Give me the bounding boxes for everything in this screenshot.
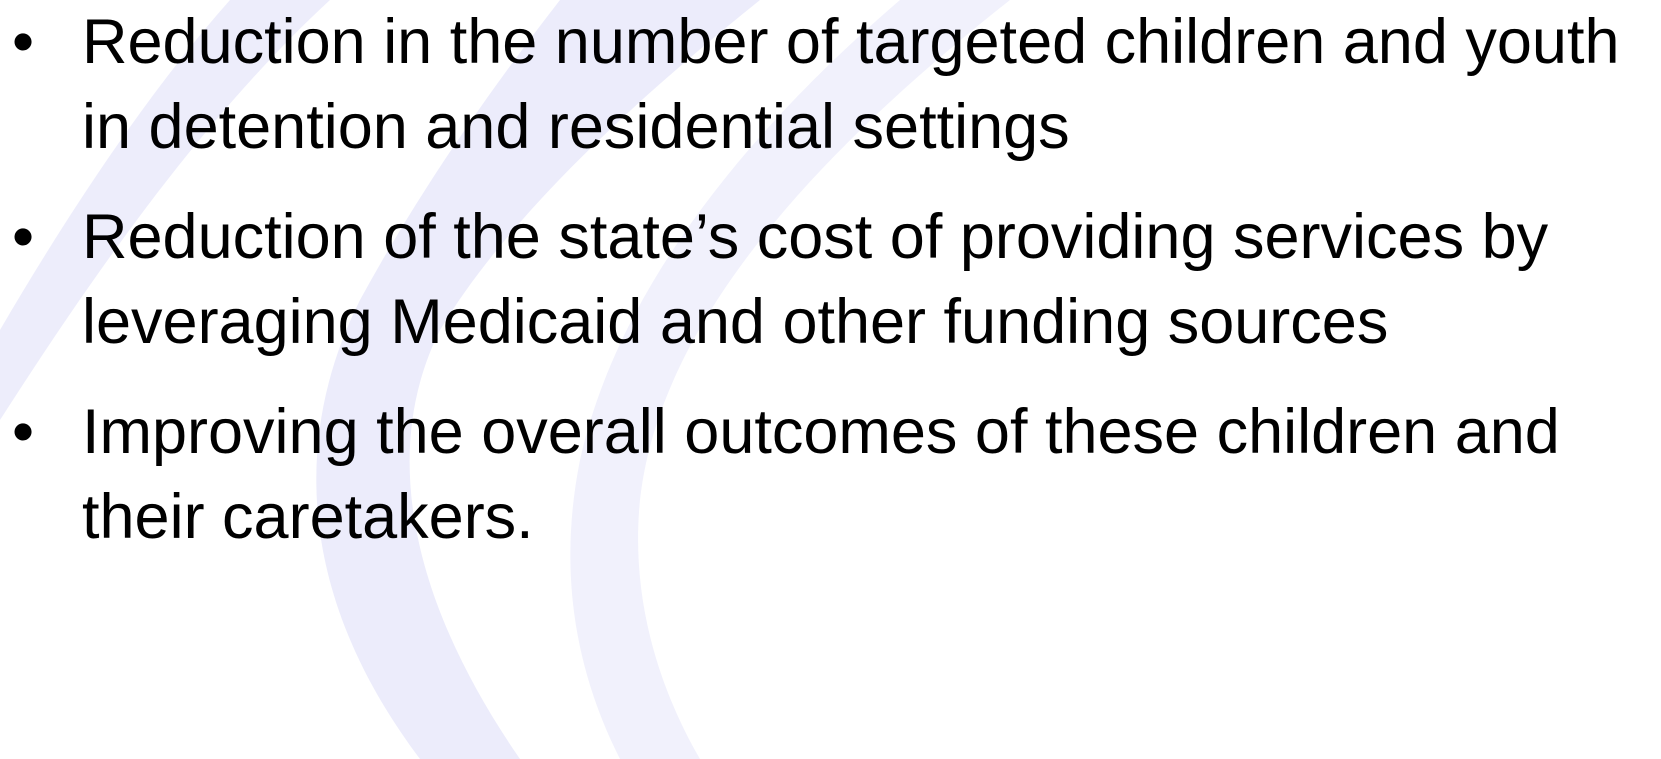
bullet: Improving the overall outcomes of these … <box>0 390 1640 560</box>
bullet-list: Reduction in the number of targeted chil… <box>0 0 1640 585</box>
bullet: Reduction of the state’s cost of providi… <box>0 195 1640 365</box>
bullet: Reduction in the number of targeted chil… <box>0 0 1640 170</box>
